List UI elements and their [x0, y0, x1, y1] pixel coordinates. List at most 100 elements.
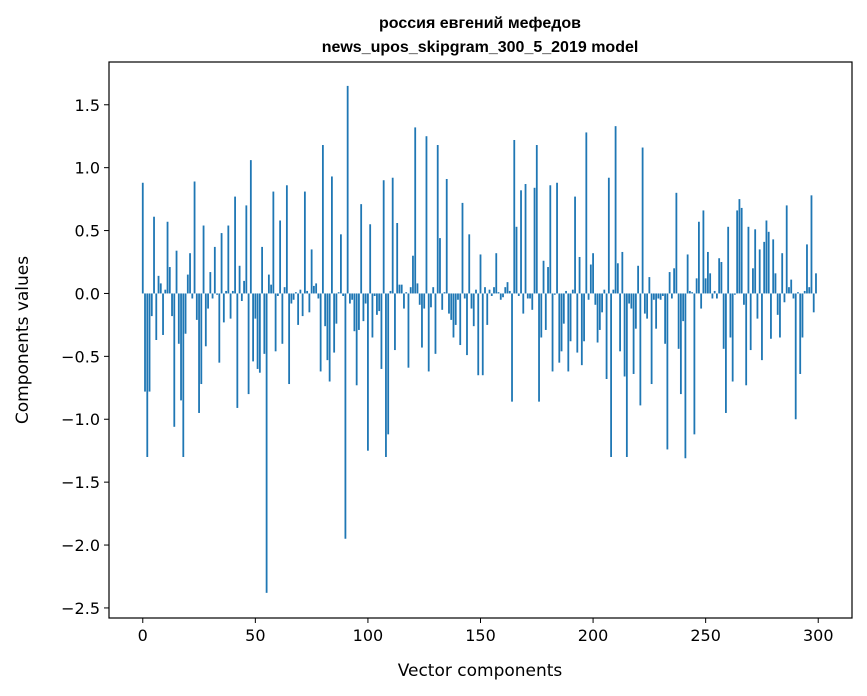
bar	[794, 293, 797, 420]
bar	[652, 293, 655, 300]
bar	[168, 267, 171, 294]
bar	[321, 145, 324, 294]
bar	[391, 177, 394, 294]
bar	[204, 293, 207, 347]
bar	[754, 229, 757, 294]
bar	[639, 293, 642, 406]
bar	[470, 293, 473, 309]
bar	[340, 234, 342, 294]
bar	[394, 293, 396, 351]
bar	[544, 293, 547, 330]
bar	[376, 293, 378, 315]
bar	[146, 293, 149, 457]
bar	[162, 293, 164, 335]
bar	[459, 293, 462, 346]
bar	[472, 293, 475, 327]
bar	[540, 293, 543, 338]
bar	[729, 293, 732, 338]
bar	[227, 225, 230, 294]
bar	[524, 184, 527, 294]
bar	[166, 221, 169, 294]
bar	[297, 293, 300, 325]
bar	[531, 293, 534, 310]
bar	[686, 254, 689, 294]
bar	[189, 253, 191, 294]
bar	[607, 177, 610, 294]
y-tick-label: 0.5	[75, 222, 100, 241]
y-tick-label: 1.5	[75, 96, 100, 115]
bar	[324, 293, 327, 327]
bar	[182, 293, 185, 457]
bar	[385, 293, 387, 457]
bar	[641, 147, 644, 294]
bar	[749, 293, 752, 351]
bar	[486, 293, 489, 325]
bar	[684, 293, 687, 459]
bar	[738, 199, 741, 294]
bar	[583, 293, 585, 342]
bar	[412, 255, 414, 294]
plot-frame	[108, 61, 853, 619]
bar	[240, 293, 243, 302]
bar	[623, 293, 626, 377]
bar	[312, 285, 315, 294]
bar	[704, 278, 707, 294]
bar	[265, 293, 268, 593]
bar	[285, 185, 288, 294]
bar	[533, 187, 536, 294]
bar	[630, 293, 633, 309]
bar	[263, 293, 266, 354]
y-tick-label: 1.0	[75, 159, 100, 178]
bar	[664, 293, 667, 344]
bar	[225, 290, 227, 294]
bar	[799, 293, 802, 374]
bar	[650, 293, 653, 385]
bar	[761, 293, 763, 361]
bar	[565, 290, 567, 294]
bar	[213, 246, 216, 294]
bar	[148, 293, 151, 392]
bar	[743, 293, 745, 305]
bar	[785, 205, 788, 294]
bar	[515, 226, 518, 294]
bar	[153, 216, 155, 294]
bar	[200, 293, 203, 385]
bar	[292, 293, 295, 300]
bar	[569, 293, 572, 342]
bar	[301, 293, 304, 317]
bar	[659, 293, 662, 300]
bar	[655, 293, 658, 329]
bar	[303, 191, 306, 294]
bar	[450, 293, 453, 320]
bar	[693, 293, 696, 435]
bar	[700, 293, 703, 309]
bar	[610, 293, 612, 457]
bar	[389, 290, 392, 294]
bar	[155, 293, 158, 340]
bar	[261, 246, 263, 294]
bar	[490, 293, 493, 296]
chart-title: россия евгений мефедов	[379, 15, 581, 32]
bar	[355, 293, 358, 386]
bar	[499, 293, 502, 300]
bar	[367, 293, 369, 451]
bar	[398, 284, 401, 294]
bar	[477, 293, 480, 376]
bar	[734, 293, 736, 295]
bar	[443, 292, 446, 294]
bar	[594, 293, 597, 305]
bar	[727, 226, 730, 294]
bar	[423, 293, 426, 309]
bar	[387, 293, 390, 435]
bar	[495, 253, 498, 294]
bars-layer	[141, 85, 817, 593]
bar	[191, 293, 194, 299]
bar	[698, 221, 700, 294]
bar	[290, 293, 293, 304]
bar	[619, 293, 621, 352]
x-axis-label: Vector components	[398, 661, 563, 681]
bar	[184, 293, 187, 334]
bar	[479, 254, 482, 294]
bar	[725, 293, 727, 413]
bar	[763, 241, 766, 294]
